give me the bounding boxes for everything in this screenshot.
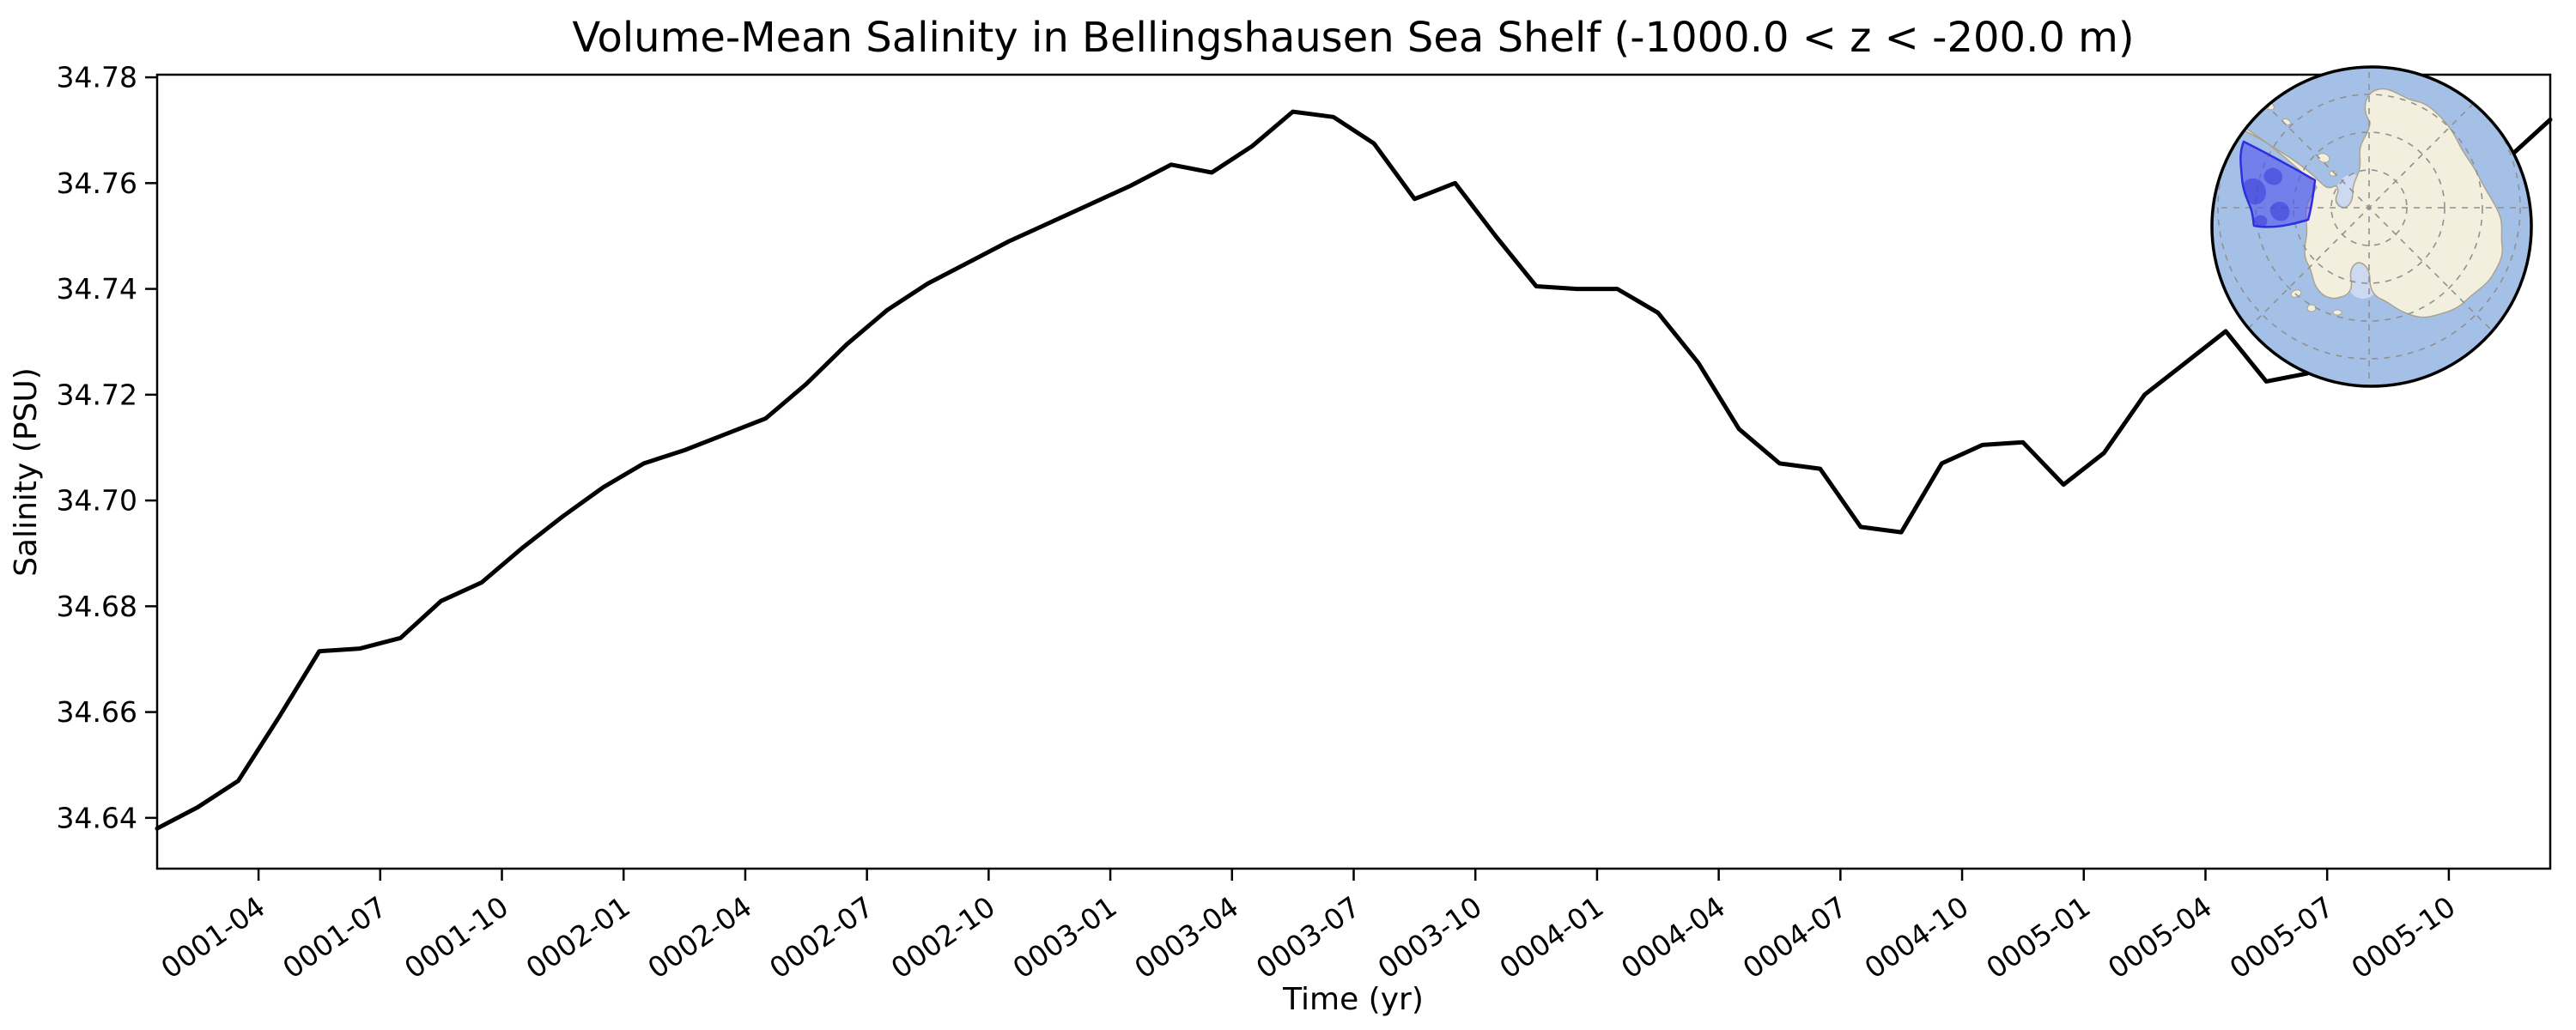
data-series-line	[155, 109, 2553, 831]
y-axis: 34.64 34.66 34.68 34.70 34.72 34.74 34.76 34.78	[57, 61, 157, 834]
y-tick-label: 34.68	[57, 590, 137, 623]
y-tick-label: 34.78	[57, 61, 137, 94]
region-dark-patches	[2243, 167, 2290, 227]
x-tick-label: 0004-07	[1737, 890, 1853, 985]
x-tick-label: 0004-10	[1858, 890, 1974, 985]
x-tick-label: 0002-10	[885, 890, 1001, 985]
y-tick-label: 34.72	[57, 378, 137, 411]
x-tick-label: 0002-04	[641, 890, 757, 985]
x-tick-label: 0001-04	[155, 890, 270, 985]
x-tick-label: 0002-07	[763, 890, 879, 985]
graticule-grid	[2214, 69, 2530, 379]
x-tick-label: 0004-01	[1493, 890, 1609, 985]
antarctica-landmass	[2226, 88, 2504, 318]
x-tick-label: 0004-04	[1615, 890, 1731, 985]
x-tick-label: 0003-01	[1006, 890, 1122, 985]
y-tick-label: 34.76	[57, 167, 137, 200]
plot-frame	[155, 73, 2552, 870]
x-tick-label: 0001-07	[276, 890, 392, 985]
highlighted-region-border	[2239, 140, 2317, 228]
graticule-parallel	[2255, 94, 2483, 322]
graticule-parallel	[2217, 69, 2521, 360]
y-tick-label: 34.64	[57, 801, 137, 834]
highlighted-region	[2240, 142, 2315, 227]
y-tick-label: 34.70	[57, 484, 137, 518]
data-series	[155, 109, 2553, 831]
chart-title: Volume-Mean Salinity in Bellingshausen S…	[572, 14, 2134, 62]
x-tick-label: 0001-10	[398, 890, 514, 985]
x-axis: 0001-04 0001-07 0001-10 0002-01 0002-04 0002-…	[155, 869, 2461, 985]
x-tick-label: 0005-01	[1980, 890, 2096, 985]
x-tick-label: 0003-10	[1371, 890, 1487, 985]
y-tick-label: 34.74	[57, 272, 137, 306]
inset-map-border	[2210, 65, 2533, 388]
coastal-islets	[2263, 100, 2342, 316]
antarctica-inset-map	[2210, 65, 2533, 388]
x-tick-label: 0003-04	[1128, 890, 1244, 985]
y-tick-label: 34.66	[57, 695, 137, 729]
x-tick-label: 0005-04	[2102, 890, 2218, 985]
x-tick-label: 0003-07	[1250, 890, 1366, 985]
x-tick-label: 0005-07	[2223, 890, 2339, 985]
x-axis-label: Time (yr)	[1282, 982, 1424, 1017]
graticule-parallel	[2293, 131, 2445, 284]
graticule-meridian	[2247, 86, 2491, 330]
y-axis-label: Salinity (PSU)	[9, 367, 44, 577]
x-tick-label: 0002-01	[519, 890, 635, 985]
x-tick-label: 0005-10	[2345, 890, 2461, 985]
